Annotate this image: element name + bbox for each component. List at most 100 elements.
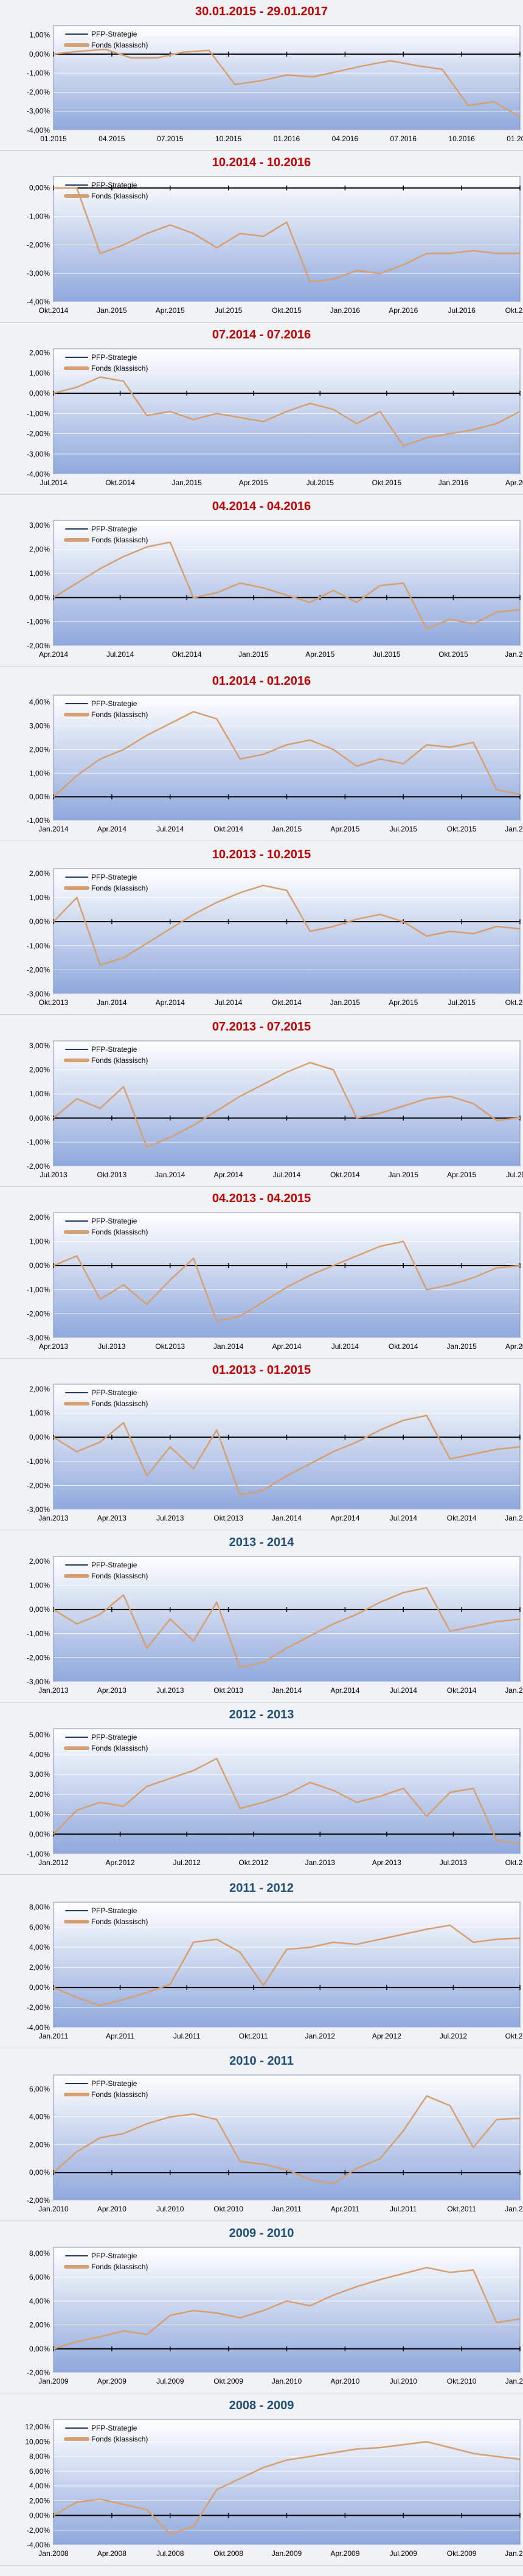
x-tick-label: Jan.2015 [272, 825, 302, 833]
line-chart: 3,00% 2,00% 1,00% 0,00% -1,00% -2,00%Jul.2013… [27, 1040, 523, 1179]
y-tick-label: 2,00% [29, 745, 50, 754]
line-chart: 12,00% 10,00% 8,00% 6,00% 4,00% 2,00% 0,00% -2,… [25, 2419, 523, 2558]
legend-label: Fonds (klassisch) [91, 364, 148, 373]
x-tick-label: Jan.2015 [330, 998, 361, 1007]
y-tick-label: -1,00% [27, 816, 50, 825]
y-tick-label: -2,00% [27, 1653, 50, 1662]
legend-label: PFP-Strategie [91, 2252, 137, 2260]
x-tick-label: Jan.2016 [505, 825, 523, 833]
y-tick-label: 6,00% [29, 2085, 50, 2093]
chart-panel: 10.2014 - 10.2016 0,00% -1,00% -2,00% -3,00%… [0, 151, 523, 323]
y-tick-label: 0,00% [29, 793, 50, 801]
x-tick-label: 01.2015 [40, 135, 67, 143]
x-tick-label: Okt.2016 [505, 306, 523, 315]
x-tick-label: Apr.2009 [330, 2549, 359, 2558]
x-tick-label: Okt.2015 [447, 825, 477, 833]
plot-area [53, 1384, 521, 1510]
x-tick-label: Okt.2014 [447, 1686, 477, 1695]
legend-label: Fonds (klassisch) [91, 1056, 148, 1065]
legend-label: Fonds (klassisch) [91, 1917, 148, 1926]
x-tick-label: 07.2016 [390, 135, 417, 143]
x-tick-label: Apr.2011 [106, 2032, 134, 2040]
x-tick-label: Jul.2015 [373, 650, 401, 659]
x-tick-label: Jan.2016 [330, 306, 361, 315]
y-tick-label: 2,00% [29, 1963, 50, 1972]
y-tick-label: 2,00% [29, 1213, 50, 1222]
chart-title: 07.2014 - 07.2016 [212, 328, 311, 341]
y-tick-label: 12,00% [25, 2423, 50, 2431]
x-tick-label: Okt.2014 [105, 478, 135, 487]
chart-panel: 07.2014 - 07.2016 2,00% 1,00% 0,00% -1,00% -2… [0, 323, 523, 495]
plot-area [53, 2074, 521, 2201]
y-tick-label: 4,00% [29, 698, 50, 707]
y-tick-label: 6,00% [29, 1923, 50, 1931]
x-tick-label: Okt.2010 [447, 2377, 477, 2385]
y-tick-label: 1,00% [29, 1237, 50, 1246]
x-tick-label: Jan.2015 [389, 1171, 419, 1179]
y-tick-label: 0,00% [29, 593, 50, 602]
y-tick-label: 2,00% [29, 1790, 50, 1799]
x-tick-label: Apr.2009 [97, 2377, 126, 2385]
y-tick-label: 0,00% [29, 1983, 50, 1992]
x-tick-label: 10.2015 [215, 135, 242, 143]
legend-label: PFP-Strategie [91, 30, 137, 38]
x-tick-label: Okt.2013 [213, 1514, 243, 1522]
x-tick-label: Okt.2008 [213, 2549, 243, 2558]
y-tick-label: -3,00% [27, 269, 50, 278]
plot-area [53, 1556, 521, 1682]
y-tick-label: 3,00% [29, 722, 50, 730]
x-tick-label: Apr.2013 [372, 1858, 401, 1867]
y-tick-label: 1,00% [29, 31, 50, 40]
line-chart: 6,00% 4,00% 2,00% 0,00% -2,00%Jan.2010 Apr.20… [27, 2074, 523, 2213]
legend-label: PFP-Strategie [91, 525, 137, 533]
y-tick-label: 1,00% [29, 569, 50, 578]
x-tick-label: Jul.2015 [390, 825, 418, 833]
chart-title: 07.2013 - 07.2015 [212, 1020, 311, 1034]
y-tick-label: 6,00% [29, 2273, 50, 2281]
plot-area [53, 695, 521, 821]
x-tick-label: Okt.2014 [447, 1514, 477, 1522]
y-tick-label: 1,00% [29, 1581, 50, 1590]
chart-panel: 2012 - 2013 5,00% 4,00% 3,00% 2,00% 1,00% 0,00… [0, 1703, 523, 1875]
x-tick-label: Jul.2012 [173, 1858, 201, 1867]
series-line-fonds [53, 376, 521, 447]
y-tick-label: -2,00% [27, 430, 50, 438]
y-tick-label: -2,00% [27, 1162, 50, 1171]
x-tick-label: Jul.2014 [390, 1686, 418, 1695]
y-tick-label: 4,00% [29, 2482, 50, 2490]
x-tick-label: Jan.2014 [38, 825, 69, 833]
legend-label: Fonds (klassisch) [91, 536, 148, 544]
legend-label: Fonds (klassisch) [91, 884, 148, 892]
chart-panel: 07.2013 - 07.2015 3,00% 2,00% 1,00% 0,00% -1,… [0, 1015, 523, 1187]
x-tick-label: Jul.2015 [448, 998, 476, 1007]
x-tick-label: Jan.2014 [272, 1686, 302, 1695]
legend-label: Fonds (klassisch) [91, 1399, 148, 1408]
y-tick-label: -2,00% [27, 1309, 50, 1318]
chart-title: 10.2013 - 10.2015 [212, 848, 311, 861]
y-tick-label: -4,00% [27, 2541, 50, 2549]
y-tick-label: 0,00% [29, 2168, 50, 2177]
y-tick-label: 6,00% [29, 2467, 50, 2476]
legend-label: Fonds (klassisch) [91, 2090, 148, 2099]
y-tick-label: -2,00% [27, 2196, 50, 2205]
x-tick-label: Jul.2012 [440, 2032, 468, 2040]
x-tick-label: Jan.2010 [272, 2377, 302, 2385]
y-tick-label: -2,00% [27, 2368, 50, 2377]
legend-label: PFP-Strategie [91, 2424, 137, 2432]
x-tick-label: Okt.2009 [447, 2549, 477, 2558]
x-tick-label: Jan.2014 [213, 1342, 244, 1351]
x-tick-label: Okt.2015 [438, 650, 468, 659]
chart-panel: 04.2014 - 04.2016 3,00% 2,00% 1,00% 0,00% -1,… [0, 495, 523, 667]
x-tick-label: Jan.2011 [505, 2377, 523, 2385]
y-tick-label: 8,00% [29, 2249, 50, 2258]
y-tick-label: -2,00% [27, 642, 50, 650]
x-tick-label: Apr.2013 [39, 1342, 68, 1351]
x-tick-label: Jan.2013 [38, 1686, 69, 1695]
y-tick-label: -1,00% [27, 1629, 50, 1638]
plot-area [53, 520, 521, 646]
plot-area [53, 2419, 521, 2546]
x-tick-label: Apr.2013 [97, 1514, 126, 1522]
y-tick-label: 5,00% [29, 1731, 50, 1739]
legend-label: Fonds (klassisch) [91, 710, 148, 719]
chart-panel: 2013 - 2014 2,00% 1,00% 0,00% -1,00% -2,00% -3… [0, 1531, 523, 1703]
